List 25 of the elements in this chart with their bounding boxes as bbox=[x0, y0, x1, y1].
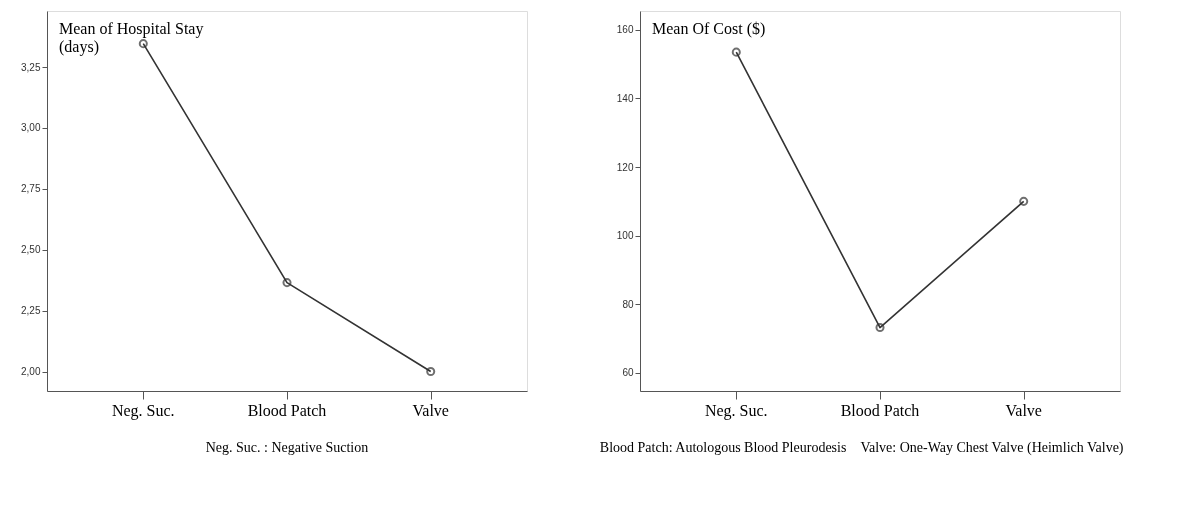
text: Blood Patch: Autologous Blood Pleurodesis bbox=[599, 440, 847, 455]
x-tick-label: Blood Patch bbox=[247, 402, 327, 419]
y-tick-label: 160 bbox=[616, 24, 634, 36]
y-axis-title: Mean Of Cost ($) bbox=[652, 20, 766, 38]
y-tick-label: 140 bbox=[616, 92, 634, 104]
y-tick-label: 2,75 bbox=[21, 183, 41, 195]
x-tick-label: Neg. Suc. bbox=[704, 402, 768, 420]
x-tick-label: Valve bbox=[1005, 402, 1042, 419]
y-tick-label: 120 bbox=[616, 161, 634, 173]
x-tick-label: Blood Patch bbox=[840, 402, 920, 419]
y-tick-label: 2,25 bbox=[21, 305, 41, 317]
point bbox=[875, 323, 885, 333]
y-tick-label: 2,00 bbox=[21, 366, 41, 378]
y-tick-label: 2,50 bbox=[21, 244, 41, 256]
x-tick-label: Valve bbox=[412, 402, 449, 419]
text: Valve: One-Way Chest Valve (Heimlich Valve) bbox=[860, 440, 1124, 456]
y-tick-label: 3,00 bbox=[21, 122, 41, 134]
y-tick-label: 80 bbox=[622, 298, 634, 310]
point bbox=[282, 278, 292, 288]
y-tick-label: 60 bbox=[622, 367, 634, 379]
y-tick-label: 100 bbox=[616, 230, 634, 242]
y-tick-label: 3,25 bbox=[21, 61, 41, 73]
y-axis-title: Mean of Hospital Stay (days) bbox=[59, 20, 204, 56]
x-tick-label: Neg. Suc. bbox=[111, 402, 175, 420]
text: Neg. Suc. : Negative Suction bbox=[205, 440, 369, 455]
